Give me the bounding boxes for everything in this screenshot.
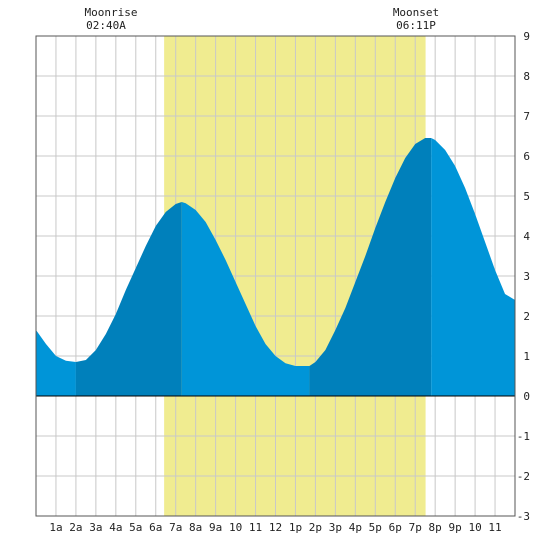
x-tick-label: 10: [468, 521, 481, 534]
y-tick-label: 3: [523, 270, 530, 283]
y-tick-label: 1: [523, 350, 530, 363]
y-tick-label: -2: [517, 470, 530, 483]
y-tick-label: 7: [523, 110, 530, 123]
x-tick-label: 2a: [69, 521, 82, 534]
x-tick-label: 4a: [109, 521, 122, 534]
x-tick-label: 6p: [389, 521, 402, 534]
x-tick-label: 8a: [189, 521, 202, 534]
x-tick-label: 11: [249, 521, 262, 534]
tide-area-falling: [431, 138, 515, 396]
moonset-time: 06:11P: [396, 19, 436, 32]
moonrise-time: 02:40A: [86, 19, 126, 32]
x-tick-label: 2p: [309, 521, 322, 534]
x-tick-label: 5a: [129, 521, 142, 534]
x-tick-label: 1p: [289, 521, 302, 534]
tide-area-falling: [36, 330, 76, 396]
tide-area-rising: [75, 202, 182, 396]
x-tick-label: 9a: [209, 521, 222, 534]
x-tick-label: 1a: [49, 521, 62, 534]
y-tick-label: 2: [523, 310, 530, 323]
moonset-label: Moonset: [393, 6, 439, 19]
moonrise-label: Moonrise: [85, 6, 138, 19]
x-tick-label: 10: [229, 521, 242, 534]
x-tick-label: 3p: [329, 521, 342, 534]
y-tick-label: 5: [523, 190, 530, 203]
x-tick-label: 12: [269, 521, 282, 534]
plot-frame: [35, 35, 516, 517]
tide-area-falling: [181, 202, 310, 396]
y-tick-label: -3: [517, 510, 530, 523]
y-tick-label: 9: [523, 30, 530, 43]
x-tick-label: 3a: [89, 521, 102, 534]
x-tick-label: 6a: [149, 521, 162, 534]
y-tick-label: 8: [523, 70, 530, 83]
x-tick-label: 11: [488, 521, 501, 534]
y-tick-label: -1: [517, 430, 530, 443]
y-tick-label: 6: [523, 150, 530, 163]
x-tick-label: 5p: [369, 521, 382, 534]
tide-area-rising: [309, 138, 432, 396]
x-tick-label: 4p: [349, 521, 362, 534]
y-tick-label: 4: [523, 230, 530, 243]
y-tick-label: 0: [523, 390, 530, 403]
x-tick-label: 7a: [169, 521, 182, 534]
x-tick-label: 7p: [409, 521, 422, 534]
x-tick-label: 9p: [449, 521, 462, 534]
x-tick-label: 8p: [429, 521, 442, 534]
